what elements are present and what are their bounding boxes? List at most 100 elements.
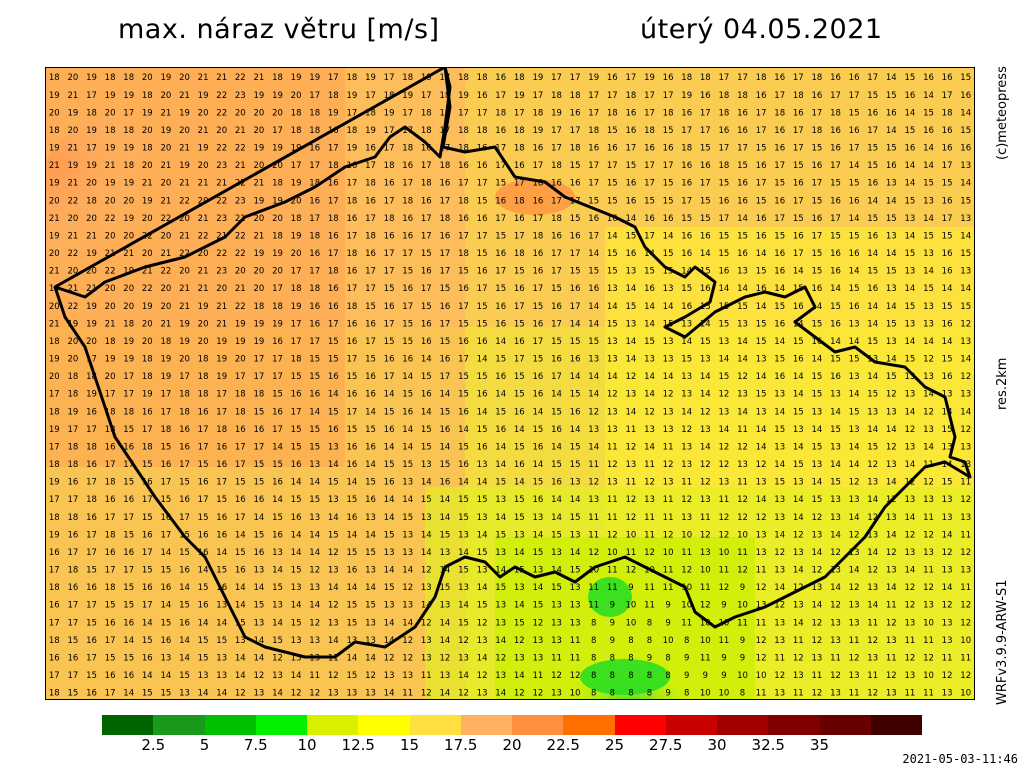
gust-value: 19 bbox=[123, 214, 134, 224]
gust-value: 18 bbox=[86, 372, 97, 382]
gust-value: 13 bbox=[309, 460, 320, 470]
gust-value: 14 bbox=[886, 530, 897, 540]
gust-value: 11 bbox=[700, 583, 711, 593]
gust-value: 13 bbox=[774, 495, 785, 505]
gust-value: 14 bbox=[811, 302, 822, 312]
gust-value: 13 bbox=[570, 618, 581, 628]
gust-value: 18 bbox=[532, 108, 543, 118]
gust-value: 17 bbox=[272, 126, 283, 136]
gust-value: 18 bbox=[179, 390, 190, 400]
gust-value: 14 bbox=[793, 566, 804, 576]
gust-value: 13 bbox=[849, 495, 860, 505]
gust-value: 15 bbox=[718, 231, 729, 241]
gust-value: 14 bbox=[309, 407, 320, 417]
gust-value: 15 bbox=[811, 372, 822, 382]
gust-value: 16 bbox=[774, 144, 785, 154]
gust-value: 16 bbox=[123, 442, 134, 452]
gust-value: 15 bbox=[867, 161, 878, 171]
gust-value: 16 bbox=[830, 196, 841, 206]
gust-value: 17 bbox=[756, 108, 767, 118]
gust-value: 14 bbox=[830, 530, 841, 540]
gust-value: 15 bbox=[942, 425, 953, 435]
gust-value: 16 bbox=[272, 478, 283, 488]
gust-value: 16 bbox=[253, 425, 264, 435]
gust-value: 17 bbox=[514, 302, 525, 312]
gust-value: 12 bbox=[458, 689, 469, 699]
gust-value: 16 bbox=[216, 530, 227, 540]
gust-value: 14 bbox=[737, 284, 748, 294]
gust-value: 13 bbox=[700, 548, 711, 558]
gust-value: 14 bbox=[439, 689, 450, 699]
gust-value: 16 bbox=[198, 530, 209, 540]
gust-value: 17 bbox=[793, 73, 804, 83]
gust-value: 20 bbox=[272, 267, 283, 277]
gust-value: 18 bbox=[49, 407, 60, 417]
gust-value: 13 bbox=[793, 425, 804, 435]
gust-value: 20 bbox=[105, 196, 116, 206]
gust-value: 16 bbox=[942, 267, 953, 277]
gust-value: 14 bbox=[830, 284, 841, 294]
gust-value: 15 bbox=[886, 267, 897, 277]
gust-value: 14 bbox=[663, 302, 674, 312]
gust-value: 17 bbox=[49, 442, 60, 452]
gust-value: 14 bbox=[811, 601, 822, 611]
gust-value: 16 bbox=[365, 144, 376, 154]
gust-value: 14 bbox=[960, 284, 971, 294]
gust-value: 16 bbox=[551, 425, 562, 435]
gust-value: 15 bbox=[160, 442, 171, 452]
gust-value: 18 bbox=[942, 108, 953, 118]
gust-value: 14 bbox=[830, 583, 841, 593]
gust-value: 13 bbox=[923, 425, 934, 435]
gust-value: 13 bbox=[328, 495, 339, 505]
gust-value: 14 bbox=[514, 425, 525, 435]
gust-value: 18 bbox=[365, 108, 376, 118]
gust-value: 14 bbox=[458, 478, 469, 488]
gust-value: 13 bbox=[904, 372, 915, 382]
gust-value: 15 bbox=[886, 91, 897, 101]
gust-value: 17 bbox=[86, 478, 97, 488]
gust-value: 20 bbox=[160, 144, 171, 154]
gust-value: 20 bbox=[198, 161, 209, 171]
gust-value: 14 bbox=[309, 548, 320, 558]
gust-value: 15 bbox=[756, 319, 767, 329]
legend-swatch bbox=[768, 715, 820, 735]
gust-value: 14 bbox=[384, 495, 395, 505]
gust-value: 14 bbox=[849, 442, 860, 452]
gust-value: 17 bbox=[160, 407, 171, 417]
gust-value: 8 bbox=[591, 689, 596, 699]
gust-value: 18 bbox=[421, 126, 432, 136]
gust-value: 14 bbox=[644, 372, 655, 382]
gust-value: 17 bbox=[588, 231, 599, 241]
gust-value: 16 bbox=[681, 161, 692, 171]
gust-value: 15 bbox=[644, 196, 655, 206]
gust-value: 16 bbox=[700, 284, 711, 294]
gust-value: 18 bbox=[532, 179, 543, 189]
gust-value: 18 bbox=[123, 73, 134, 83]
gust-value: 13 bbox=[421, 653, 432, 663]
gust-value: 19 bbox=[123, 337, 134, 347]
gust-value: 13 bbox=[811, 460, 822, 470]
gust-value: 13 bbox=[328, 442, 339, 452]
gust-value: 13 bbox=[774, 689, 785, 699]
gust-value: 14 bbox=[514, 478, 525, 488]
gust-value: 11 bbox=[737, 548, 748, 558]
gust-value: 13 bbox=[365, 618, 376, 628]
gust-value: 15 bbox=[700, 144, 711, 154]
gust-value: 15 bbox=[346, 548, 357, 558]
gust-value: 13 bbox=[160, 653, 171, 663]
gust-value: 15 bbox=[198, 653, 209, 663]
gust-value: 17 bbox=[291, 319, 302, 329]
gust-value: 14 bbox=[625, 407, 636, 417]
gust-value: 17 bbox=[811, 179, 822, 189]
gust-value: 13 bbox=[570, 583, 581, 593]
gust-value: 9 bbox=[628, 583, 633, 593]
gust-value: 14 bbox=[718, 425, 729, 435]
gust-value: 12 bbox=[811, 513, 822, 523]
gust-value: 17 bbox=[365, 284, 376, 294]
gust-value: 19 bbox=[123, 144, 134, 154]
gust-value: 17 bbox=[681, 196, 692, 206]
gust-value: 13 bbox=[663, 355, 674, 365]
gust-value: 17 bbox=[793, 249, 804, 259]
gust-value: 18 bbox=[737, 91, 748, 101]
gust-value: 15 bbox=[923, 284, 934, 294]
